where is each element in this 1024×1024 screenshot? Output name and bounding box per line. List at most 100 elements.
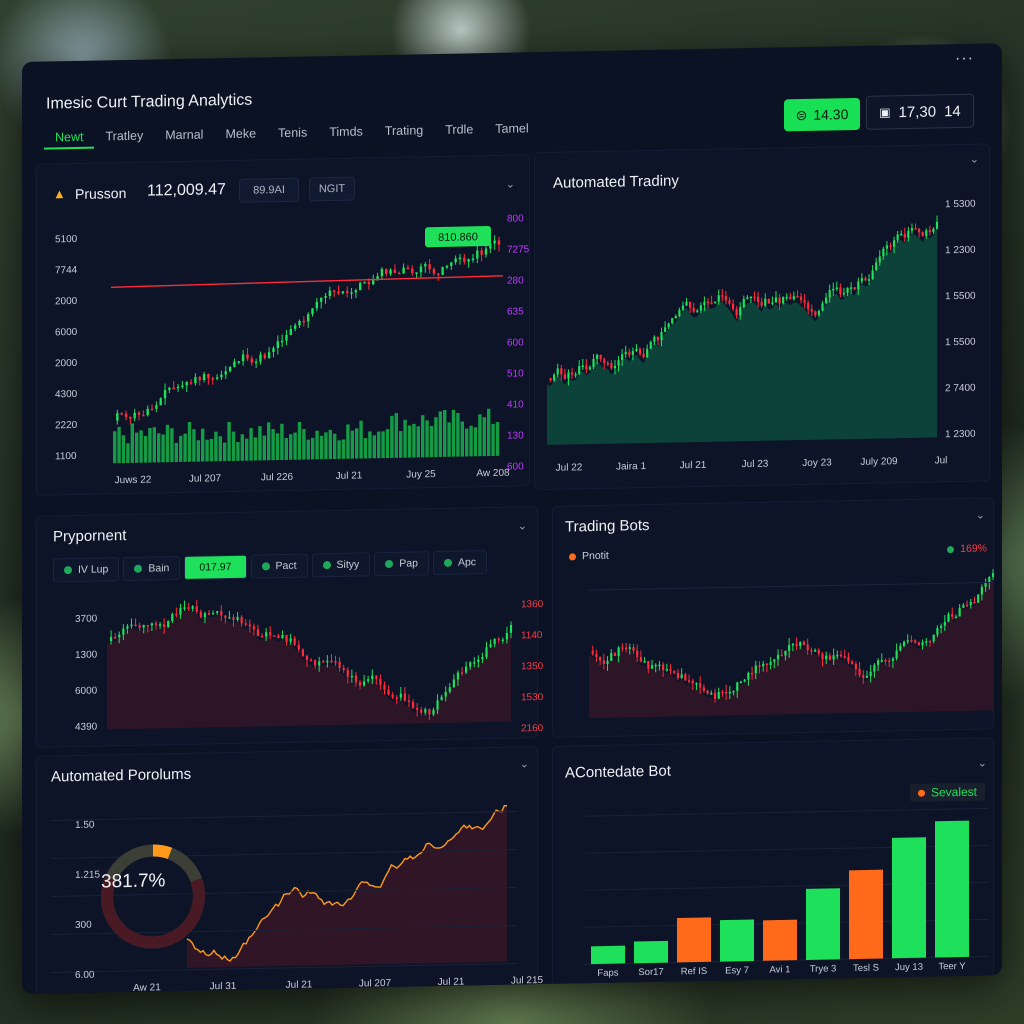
- c2-candle: [918, 228, 921, 233]
- left-tick: 5100: [55, 234, 78, 245]
- c4-candle: [943, 621, 946, 626]
- tab-newt[interactable]: Newt: [44, 126, 95, 150]
- c4-candle: [725, 692, 728, 694]
- c4-candle: [591, 650, 594, 654]
- volume-bar: [218, 436, 223, 462]
- c4-candle: [621, 647, 624, 649]
- c3-candle: [505, 632, 509, 640]
- c3-candle: [444, 691, 447, 697]
- c2-candle: [642, 353, 645, 358]
- grid-line: [51, 810, 517, 821]
- c1-candle: [445, 266, 449, 268]
- c3-candle: [379, 678, 382, 685]
- bar-label-8: Teer Y: [938, 961, 966, 973]
- c2-candle: [850, 287, 853, 289]
- c3-candle: [187, 607, 190, 609]
- c4-candle: [654, 664, 657, 667]
- tab-trating[interactable]: Trating: [384, 123, 424, 139]
- c2-candle: [792, 296, 795, 300]
- c2-candle: [935, 221, 939, 229]
- c2-candle: [771, 302, 774, 304]
- c4-candle: [825, 655, 828, 660]
- volume-bar: [473, 427, 478, 457]
- resistance-line: [110, 275, 504, 288]
- volume-bar: [249, 428, 253, 461]
- c3-candle: [158, 624, 162, 626]
- c2-candle: [846, 287, 849, 293]
- c1-candle: [150, 408, 154, 411]
- x-tick: Aw 21: [133, 982, 161, 994]
- c1-candle: [411, 268, 414, 274]
- coin-icon: ⊜: [795, 106, 808, 123]
- x-tick: Jul 21: [680, 460, 707, 472]
- volume-bar: [438, 411, 443, 458]
- c2-candle: [828, 290, 831, 298]
- c2-candle: [764, 298, 767, 306]
- volume-bar: [460, 421, 465, 457]
- x-tick: Jul: [935, 455, 948, 466]
- volume-bar: [209, 438, 214, 462]
- c2-candle: [692, 307, 695, 312]
- c3-candle: [244, 623, 247, 625]
- volume-bar: [130, 423, 134, 463]
- price-chip-primary[interactable]: ⊜ 14.30: [784, 97, 860, 132]
- volume-bar: [192, 429, 196, 462]
- c3-candle: [334, 661, 337, 663]
- c4-candle: [691, 680, 694, 684]
- c4-candle: [969, 602, 972, 606]
- c3-candle: [195, 606, 198, 612]
- volume-bar: [311, 437, 315, 460]
- c4-candle: [658, 664, 661, 667]
- c1-candle: [341, 291, 345, 294]
- c2-candle: [767, 298, 770, 304]
- c2-candle: [896, 234, 899, 241]
- volume-bar: [143, 435, 148, 463]
- c3-candle: [134, 624, 137, 627]
- c2-candle: [753, 296, 756, 299]
- volume-bar: [372, 435, 377, 459]
- volume-bar: [165, 424, 170, 463]
- tab-meke[interactable]: Meke: [225, 126, 257, 142]
- c2-candle: [617, 360, 620, 366]
- c1-candle: [476, 250, 479, 259]
- c2-candle: [910, 228, 914, 231]
- right-tick: 2 7400: [945, 383, 976, 395]
- c2-candle: [681, 305, 685, 310]
- c1-candle: [398, 272, 401, 275]
- tab-timds[interactable]: Timds: [329, 124, 363, 140]
- c4-candle: [847, 656, 850, 662]
- tab-marnal[interactable]: Marnal: [165, 127, 204, 143]
- price-chip-primary-value: 14.30: [813, 106, 849, 123]
- c4-candle: [821, 653, 824, 660]
- tab-tamel[interactable]: Tamel: [495, 121, 529, 136]
- tab-tenis[interactable]: Tenis: [278, 125, 308, 141]
- c2-candle: [592, 358, 595, 368]
- c1-candle: [254, 361, 258, 364]
- volume-bar: [407, 425, 412, 458]
- volume-bar: [174, 442, 179, 463]
- c1-candle: [363, 281, 366, 284]
- c2-candle: [839, 287, 842, 294]
- c2-candle: [714, 301, 717, 304]
- c3-candle: [428, 709, 431, 715]
- area-line: [186, 805, 508, 962]
- c3-candle: [142, 625, 145, 628]
- c2-candle: [835, 287, 838, 290]
- c2-candle: [581, 365, 584, 368]
- c4-candle: [684, 674, 687, 681]
- volume-bar: [337, 440, 341, 459]
- bar-8: [935, 820, 969, 958]
- more-dots-icon[interactable]: ···: [955, 49, 974, 68]
- right-tick: 1140: [521, 630, 543, 641]
- right-tick: 1 2300: [945, 429, 976, 441]
- volume-bar: [293, 432, 297, 460]
- c3-candle: [183, 607, 186, 609]
- c4-candle: [914, 640, 917, 643]
- c1-candle: [185, 382, 188, 386]
- tab-tratley[interactable]: Tratley: [105, 128, 144, 144]
- volume-bar: [487, 408, 491, 457]
- price-chip-secondary[interactable]: ▣ 17,30 14: [866, 93, 974, 130]
- left-tick: 6.00: [75, 970, 95, 981]
- bar-1: [634, 940, 668, 964]
- tab-trdle[interactable]: Trdle: [445, 122, 474, 137]
